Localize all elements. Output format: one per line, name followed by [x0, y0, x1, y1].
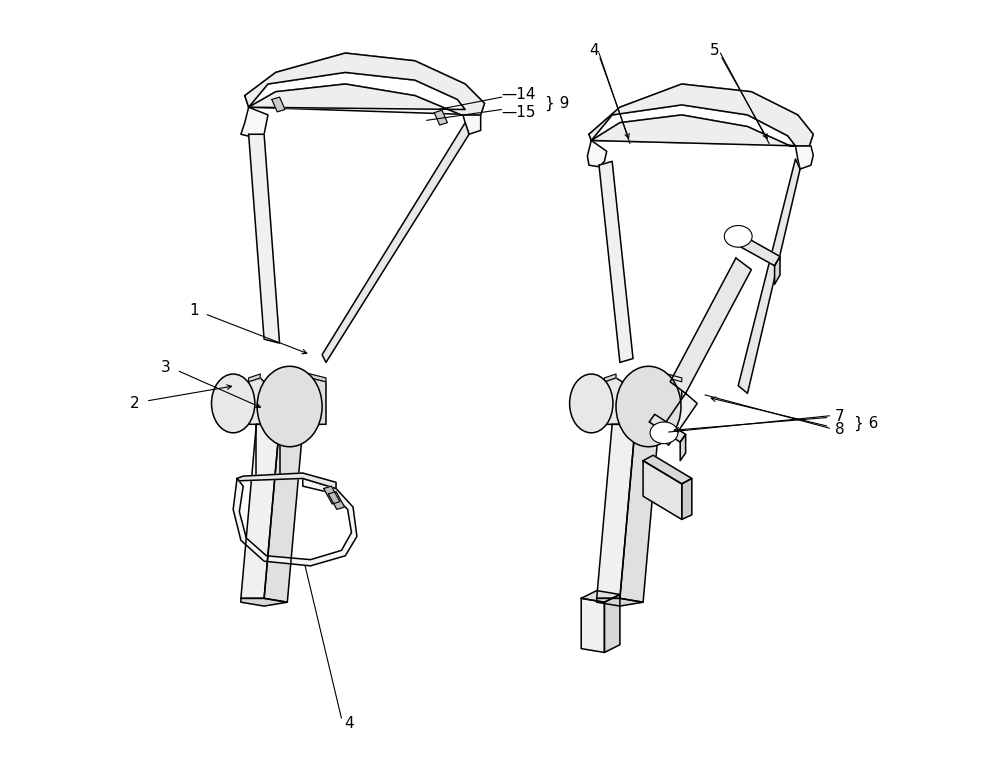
- Ellipse shape: [570, 374, 613, 433]
- Ellipse shape: [212, 374, 255, 433]
- Polygon shape: [249, 134, 280, 343]
- Polygon shape: [604, 594, 620, 653]
- Polygon shape: [241, 598, 287, 606]
- Text: 7: 7: [835, 409, 845, 424]
- Polygon shape: [638, 374, 682, 425]
- Polygon shape: [726, 229, 780, 266]
- Polygon shape: [604, 378, 622, 425]
- Polygon shape: [264, 425, 303, 602]
- Ellipse shape: [616, 366, 681, 446]
- Polygon shape: [272, 97, 285, 112]
- Polygon shape: [682, 478, 692, 520]
- Polygon shape: [649, 414, 686, 442]
- Polygon shape: [599, 161, 633, 362]
- Polygon shape: [295, 370, 326, 382]
- Polygon shape: [657, 393, 697, 445]
- Polygon shape: [581, 598, 604, 653]
- Polygon shape: [237, 473, 336, 488]
- Polygon shape: [653, 370, 682, 382]
- Text: —14: —14: [502, 86, 536, 101]
- Polygon shape: [643, 455, 692, 484]
- Polygon shape: [245, 53, 485, 115]
- Text: } 6: } 6: [854, 416, 879, 431]
- Polygon shape: [738, 159, 800, 393]
- Polygon shape: [324, 486, 340, 504]
- Ellipse shape: [724, 226, 752, 247]
- Polygon shape: [597, 598, 643, 606]
- Polygon shape: [680, 435, 686, 460]
- Polygon shape: [233, 478, 357, 566]
- Text: —15: —15: [502, 105, 536, 120]
- Text: 2: 2: [130, 396, 140, 411]
- Polygon shape: [434, 111, 447, 125]
- Polygon shape: [581, 590, 620, 602]
- Polygon shape: [597, 425, 635, 598]
- Text: 4: 4: [590, 43, 599, 58]
- Text: 4: 4: [344, 716, 354, 731]
- Text: 5: 5: [710, 43, 720, 58]
- Polygon shape: [280, 374, 326, 425]
- Text: 3: 3: [161, 361, 171, 375]
- Ellipse shape: [257, 366, 322, 446]
- Polygon shape: [322, 122, 469, 362]
- Polygon shape: [587, 84, 813, 169]
- Text: 1: 1: [190, 303, 199, 318]
- Polygon shape: [249, 378, 264, 425]
- Text: } 9: } 9: [545, 96, 569, 111]
- Polygon shape: [249, 374, 260, 382]
- Polygon shape: [241, 425, 280, 598]
- Text: 8: 8: [835, 422, 845, 437]
- Polygon shape: [620, 425, 659, 602]
- Polygon shape: [328, 492, 345, 509]
- Polygon shape: [670, 258, 751, 393]
- Polygon shape: [589, 84, 813, 146]
- Polygon shape: [604, 374, 616, 382]
- Polygon shape: [643, 460, 682, 520]
- Ellipse shape: [650, 422, 678, 444]
- Polygon shape: [775, 256, 780, 284]
- Polygon shape: [241, 53, 485, 138]
